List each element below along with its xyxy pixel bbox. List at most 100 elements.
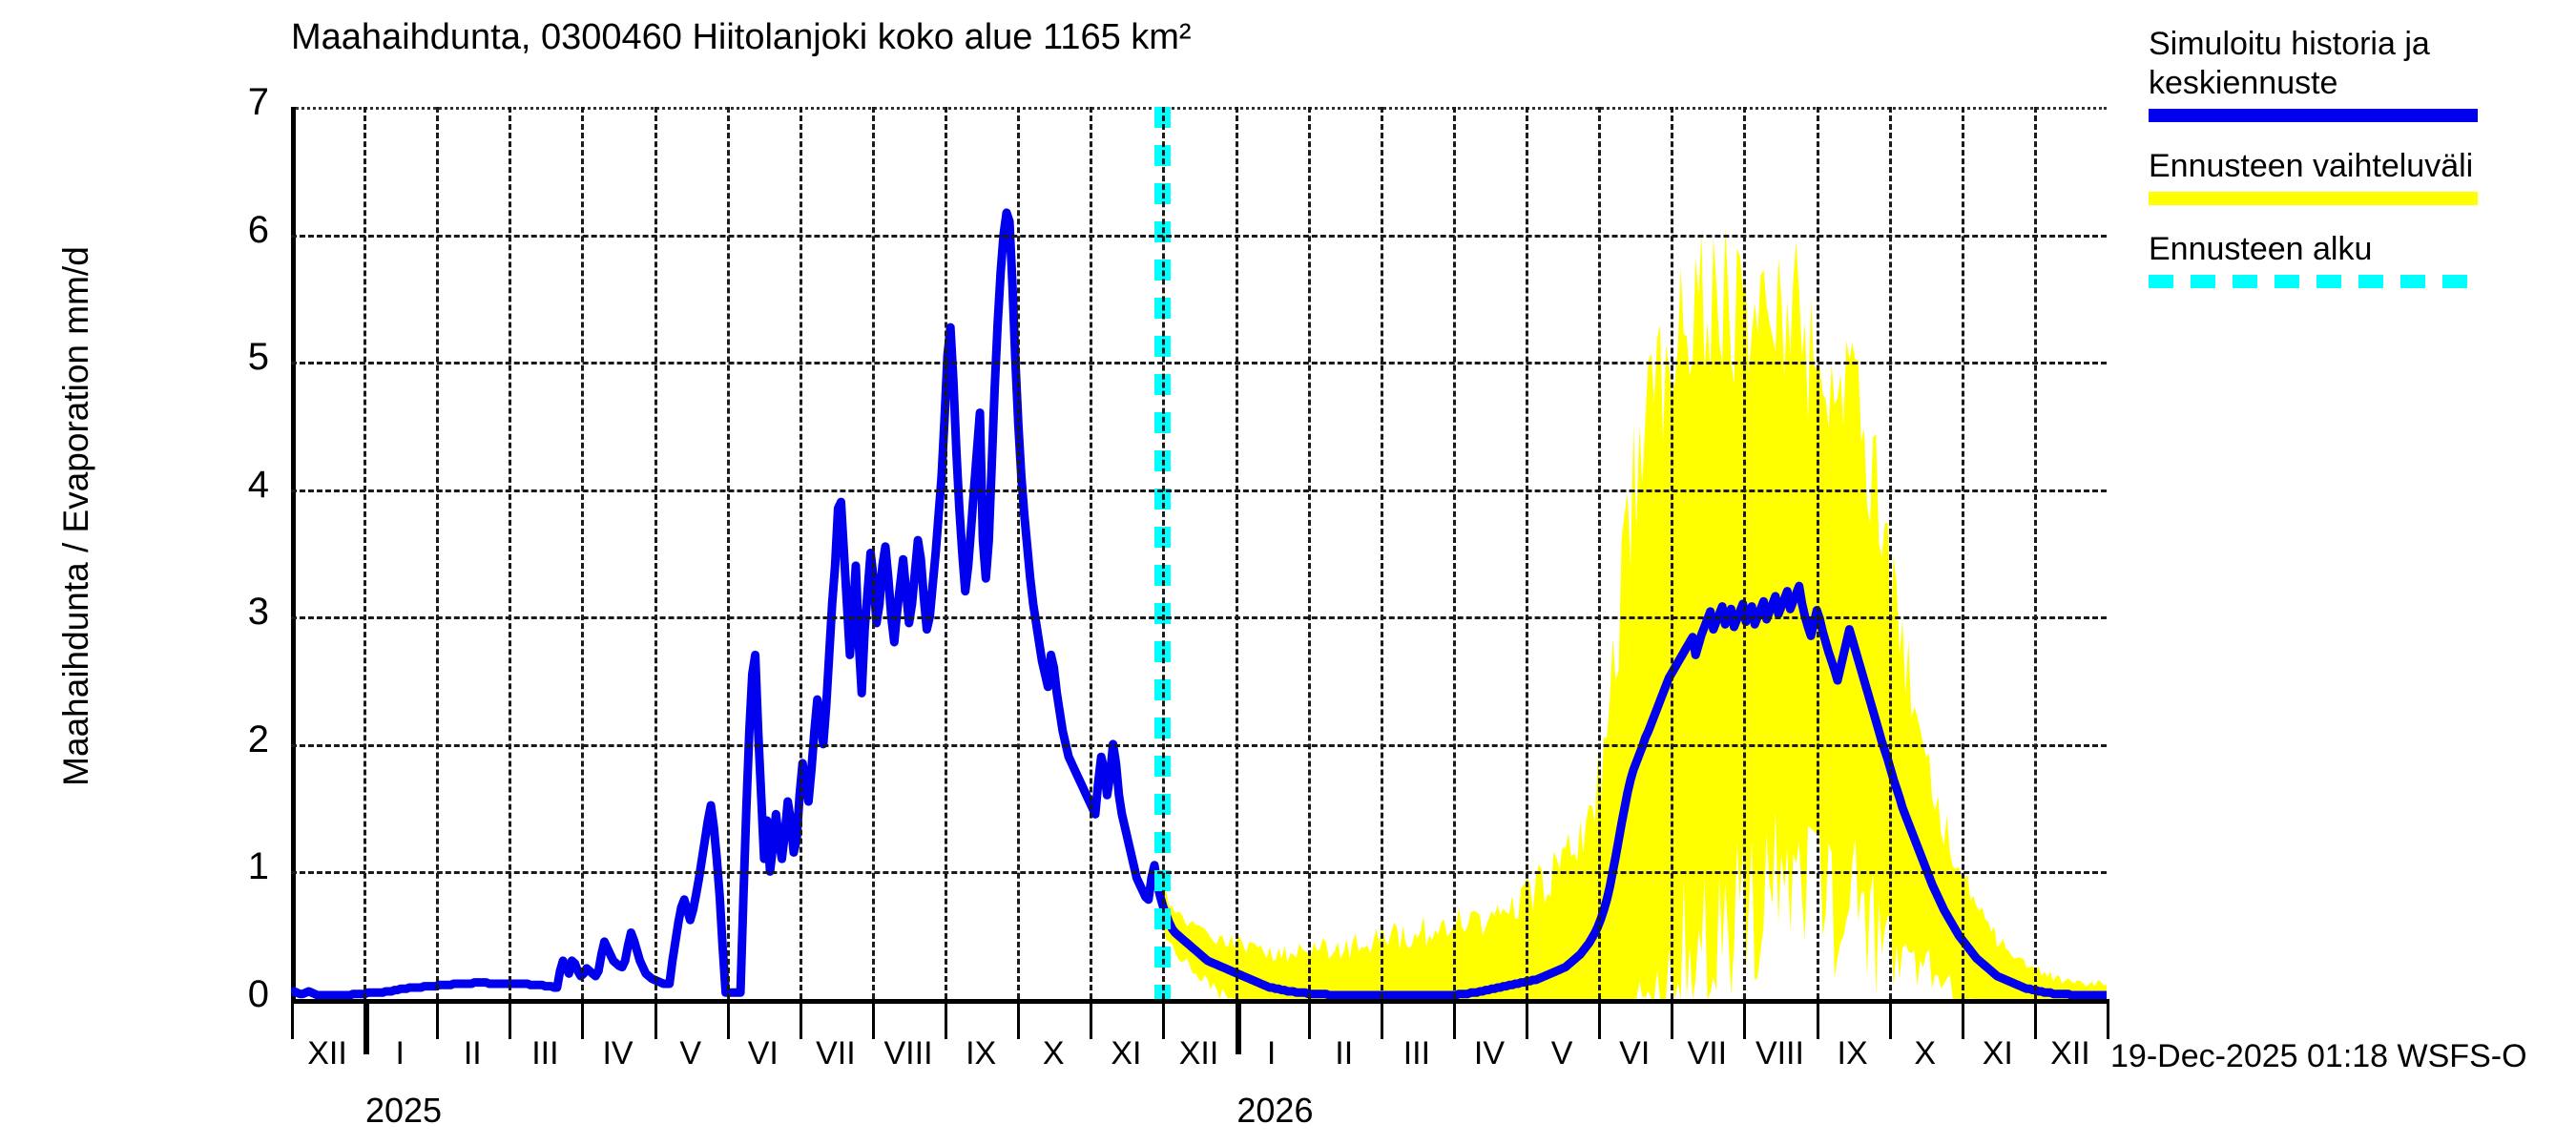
- x-tick-label: XII: [1178, 1035, 1219, 1072]
- x-tick-label: IV: [602, 1035, 634, 1072]
- chart-title: Maahaihdunta, 0300460 Hiitolanjoki koko …: [291, 17, 1192, 57]
- x-tick-label: IX: [1837, 1035, 1868, 1072]
- x-tick-label: IX: [966, 1035, 997, 1072]
- horizontal-gridline: [291, 489, 2107, 492]
- horizontal-gridline: [291, 743, 2107, 747]
- x-tick-label: III: [1402, 1035, 1431, 1072]
- legend-swatch-range: [2149, 192, 2478, 205]
- x-tick-label: I: [395, 1035, 405, 1072]
- vertical-gridline: [1816, 107, 1819, 999]
- y-tick-label: 4: [247, 463, 269, 506]
- x-tick-label: V: [1550, 1035, 1573, 1072]
- x-tick-label: X: [1042, 1035, 1065, 1072]
- horizontal-gridline: [291, 362, 2107, 365]
- x-tick-mark: [726, 999, 730, 1039]
- vertical-gridline: [581, 107, 585, 999]
- vertical-gridline: [1307, 107, 1311, 999]
- x-tick-mark: [1526, 999, 1529, 1039]
- y-axis-label: Maahaihdunta / Evaporation mm/d: [56, 246, 95, 786]
- x-tick-label: V: [679, 1035, 701, 1072]
- vertical-gridline: [1598, 107, 1602, 999]
- y-tick-label: 6: [247, 208, 269, 251]
- y-tick-label: 0: [247, 973, 269, 1015]
- x-tick-label: XII: [307, 1035, 347, 1072]
- x-tick-label: VIII: [1755, 1035, 1804, 1072]
- vertical-gridline: [1888, 107, 1892, 999]
- legend: Simuloitu historia ja keskiennuste Ennus…: [2149, 25, 2559, 313]
- vertical-gridline: [2033, 107, 2037, 999]
- x-tick-mark: [1452, 999, 1456, 1039]
- vertical-gridline: [1671, 107, 1674, 999]
- x-tick-label: XI: [1111, 1035, 1142, 1072]
- vertical-gridline: [1743, 107, 1747, 999]
- legend-label-1: Ennusteen vaihteluväli: [2149, 148, 2474, 184]
- y-axis-ticks: 0 1 2 3 4 5 6 7: [212, 0, 269, 1145]
- vertical-gridline: [1162, 107, 1166, 999]
- vertical-gridline: [1452, 107, 1456, 999]
- x-tick-label: VI: [1619, 1035, 1651, 1072]
- x-tick-label: III: [531, 1035, 559, 1072]
- x-tick-mark: [581, 999, 585, 1039]
- x-axis-year-label: 2026: [1236, 1091, 1314, 1130]
- vertical-gridline: [654, 107, 657, 999]
- x-tick-label: IV: [1473, 1035, 1506, 1072]
- timestamp: 19-Dec-2025 01:18 WSFS-O: [2110, 1038, 2527, 1074]
- x-tick-label: VI: [747, 1035, 779, 1072]
- x-tick-mark: [436, 999, 440, 1039]
- x-tick-mark: [1598, 999, 1602, 1039]
- x-tick-mark: [291, 999, 294, 1039]
- legend-swatch-forecast-start: [2149, 275, 2478, 288]
- x-tick-label: XII: [2050, 1035, 2090, 1072]
- x-axis-year-label: 2025: [364, 1091, 443, 1130]
- vertical-gridline: [1090, 107, 1093, 999]
- vertical-gridline: [1235, 107, 1238, 999]
- x-tick-mark: [2033, 999, 2037, 1039]
- x-tick-mark: [1961, 999, 1964, 1039]
- vertical-gridline: [871, 107, 875, 999]
- y-tick-label: 3: [247, 591, 269, 634]
- horizontal-gridline: [291, 616, 2107, 620]
- vertical-gridline: [799, 107, 802, 999]
- vertical-gridline: [1017, 107, 1021, 999]
- y-tick-label: 2: [247, 718, 269, 760]
- x-tick-mark: [1090, 999, 1093, 1039]
- x-tick-label: II: [1335, 1035, 1354, 1072]
- x-tick-label: XI: [1982, 1035, 2013, 1072]
- y-axis-line: [291, 107, 296, 999]
- x-tick-label: II: [463, 1035, 482, 1072]
- horizontal-gridline: [291, 871, 2107, 875]
- forecast-range-band: [1163, 225, 2107, 999]
- x-tick-mark: [945, 999, 948, 1039]
- x-axis-line: [291, 999, 2107, 1004]
- x-tick-mark: [871, 999, 875, 1039]
- y-tick-label: 1: [247, 845, 269, 888]
- x-tick-label: VIII: [883, 1035, 933, 1072]
- x-tick-mark: [1888, 999, 1892, 1039]
- x-tick-mark: [509, 999, 512, 1039]
- series-canvas: [291, 208, 2107, 999]
- x-tick-year-mark: [1235, 999, 1241, 1054]
- x-tick-label: I: [1266, 1035, 1277, 1072]
- vertical-gridline: [1380, 107, 1383, 999]
- horizontal-gridline: [291, 234, 2107, 238]
- vertical-gridline: [364, 107, 367, 999]
- vertical-gridline: [509, 107, 512, 999]
- simulated-mean-line: [291, 208, 2107, 999]
- x-tick-mark: [654, 999, 657, 1039]
- legend-label-0: Simuloitu historia ja keskiennuste: [2149, 26, 2430, 101]
- x-tick-mark: [1162, 999, 1166, 1039]
- vertical-gridline: [945, 107, 948, 999]
- legend-swatch-simulated: [2149, 109, 2478, 122]
- x-tick-mark: [2107, 999, 2109, 1039]
- y-tick-label: 7: [247, 81, 269, 123]
- x-tick-mark: [1671, 999, 1674, 1039]
- x-tick-label: X: [1914, 1035, 1937, 1072]
- x-tick-mark: [1743, 999, 1747, 1039]
- top-border: [291, 107, 2107, 110]
- x-tick-mark: [1816, 999, 1819, 1039]
- vertical-gridline: [726, 107, 730, 999]
- x-tick-label: VII: [1687, 1035, 1728, 1072]
- x-tick-mark: [1380, 999, 1383, 1039]
- vertical-gridline: [1961, 107, 1964, 999]
